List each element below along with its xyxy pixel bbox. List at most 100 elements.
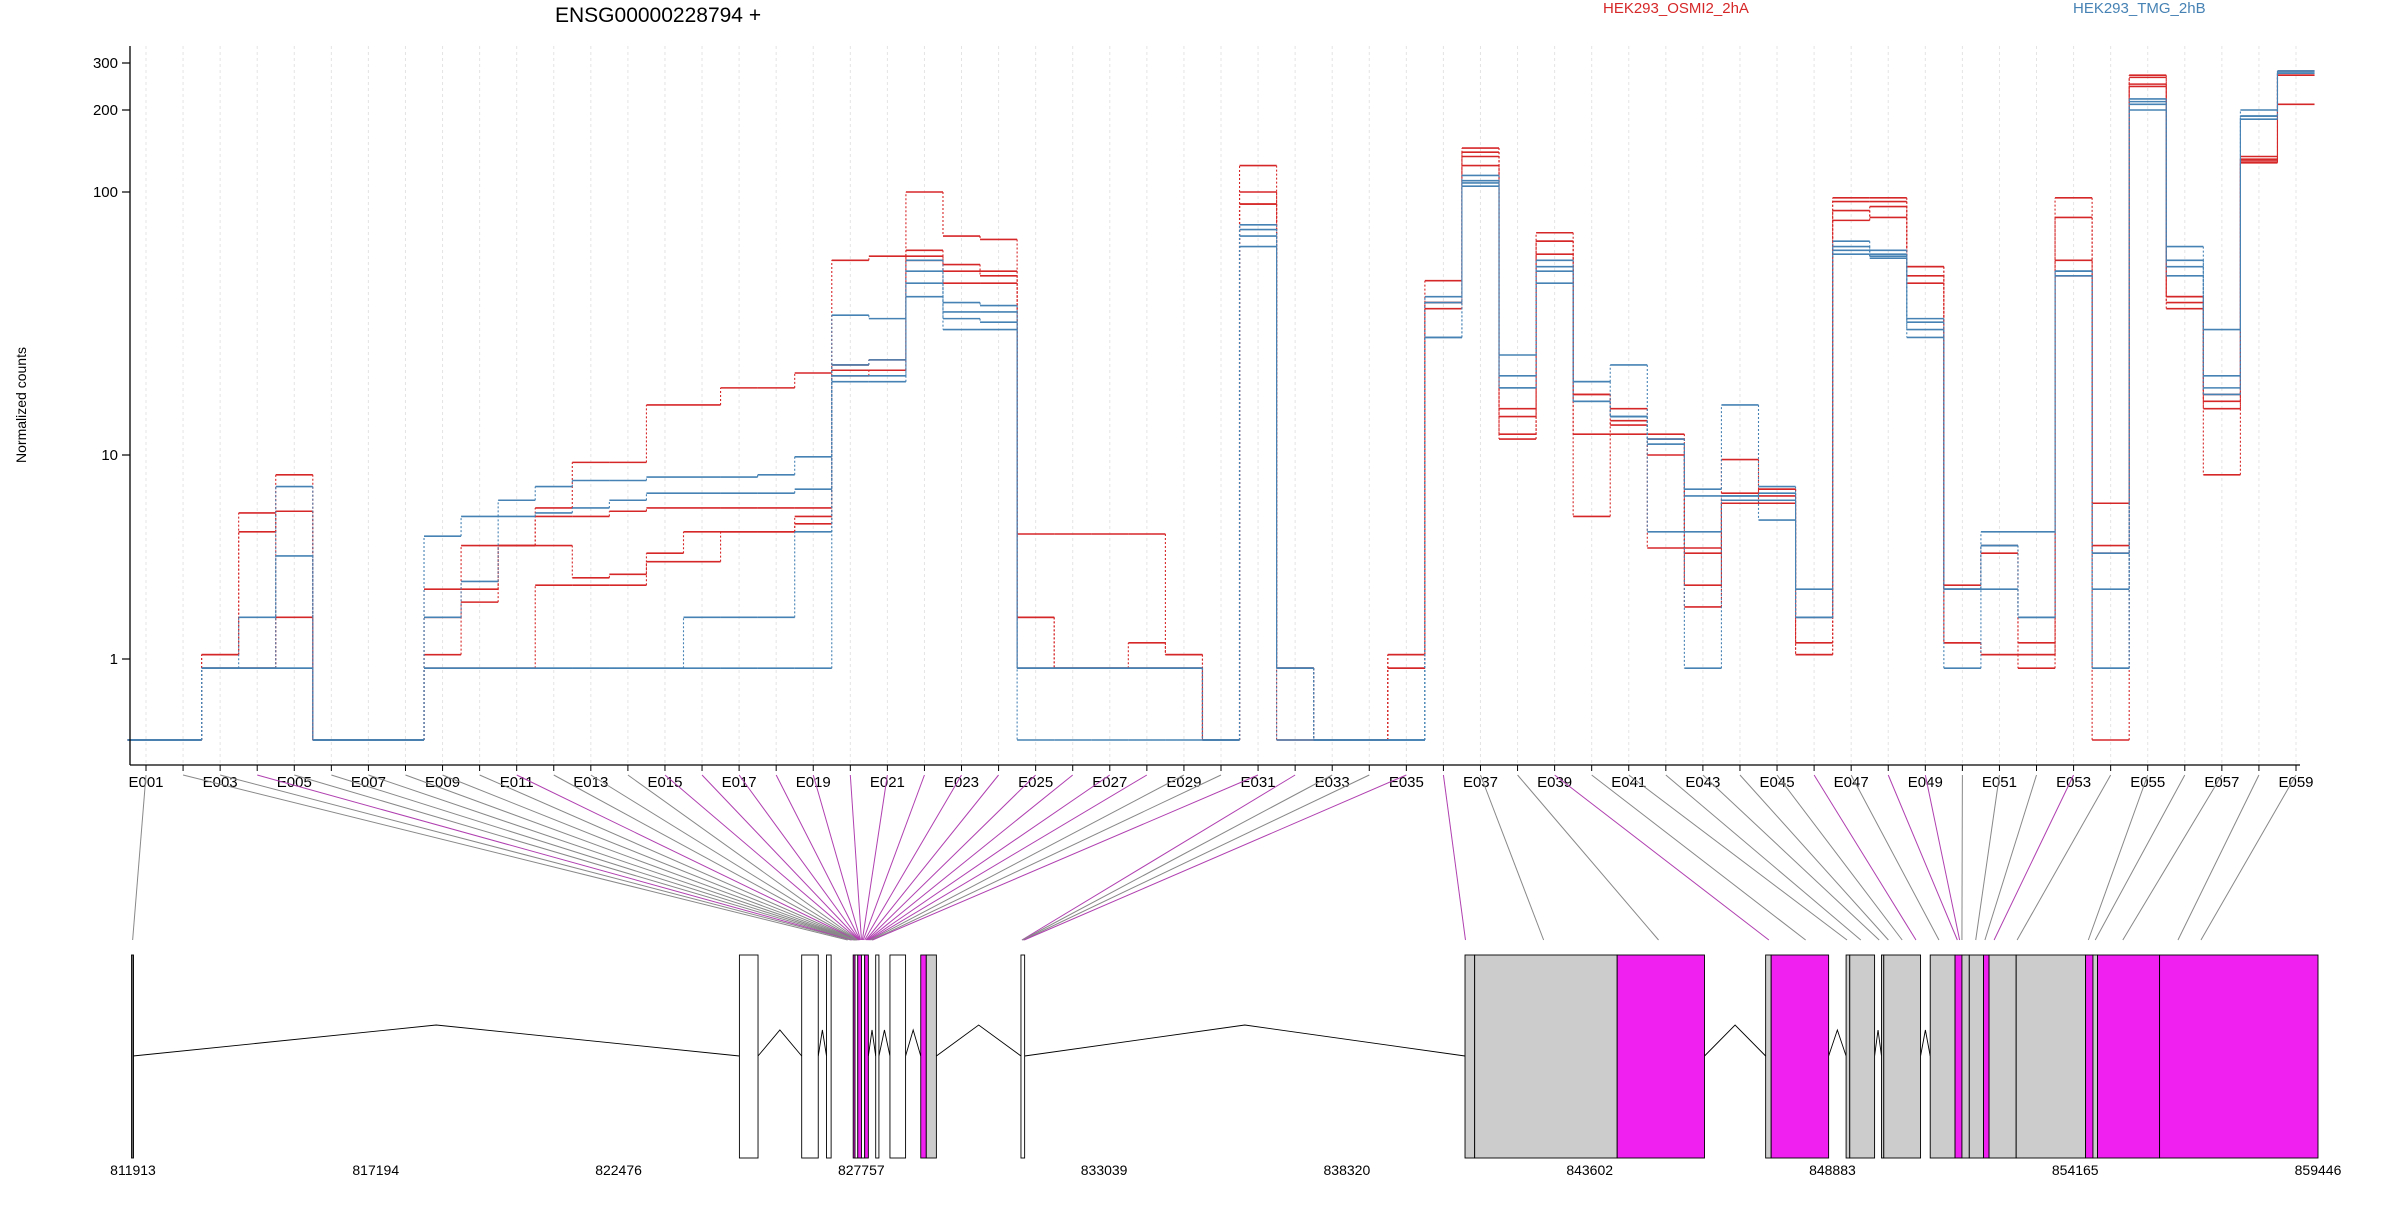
x-tick-label: E003	[203, 774, 238, 791]
series-line	[127, 71, 2314, 740]
coordinate-label: 811913	[110, 1162, 156, 1178]
exon-block	[858, 955, 862, 1158]
intron-line	[1829, 1030, 1846, 1056]
exon-connector	[554, 775, 858, 940]
exon-connector	[1592, 775, 1806, 940]
exon-connector	[872, 775, 1258, 940]
exon-connector	[1851, 775, 1939, 940]
exon-connector	[331, 775, 854, 940]
exon-block	[1955, 955, 1962, 1158]
intron-line	[1921, 1030, 1931, 1056]
y-tick-label: 100	[93, 184, 118, 201]
x-tick-label: E033	[1315, 774, 1350, 791]
x-tick-label: E057	[2204, 774, 2239, 791]
x-tick-label: E031	[1241, 774, 1276, 791]
gene-model	[131, 955, 2318, 1158]
coordinate-label: 848883	[1809, 1162, 1856, 1178]
coordinate-label: 859446	[2295, 1162, 2342, 1178]
intron-line	[936, 1025, 1021, 1056]
exon-block	[1465, 955, 1475, 1158]
exon-block	[1850, 955, 1875, 1158]
exon-connector	[2088, 775, 2147, 940]
exon-block	[865, 955, 869, 1158]
legend-entry-osmi2: HEK293_OSMI2_2hA	[1603, 0, 1749, 17]
exon-connector	[183, 775, 848, 940]
exon-connector	[1480, 775, 1543, 940]
exon-block	[2093, 955, 2098, 1158]
x-tick-label: E039	[1537, 774, 1572, 791]
x-tick-label: E023	[944, 774, 979, 791]
exon-connector	[1925, 775, 1959, 940]
exon-connector	[870, 775, 1147, 940]
exon-connector	[1023, 775, 1369, 940]
intron-line	[879, 1030, 890, 1056]
exon-block	[802, 955, 819, 1158]
exon-block	[890, 955, 906, 1158]
x-tick-label: E045	[1760, 774, 1795, 791]
exon-connector	[368, 775, 855, 940]
exon-connector	[1994, 775, 2073, 940]
exon-block	[876, 955, 879, 1158]
legend-entry-tmg: HEK293_TMG_2hB	[2073, 0, 2206, 17]
x-tick-label: E035	[1389, 774, 1424, 791]
exon-connector	[2178, 775, 2259, 940]
exon-connector	[517, 775, 857, 940]
exon-block	[2016, 955, 2085, 1158]
exon-connector	[867, 775, 1036, 940]
exon-block	[1962, 955, 1969, 1158]
intron-line	[758, 1030, 802, 1056]
exon-connector	[257, 775, 852, 940]
exon-connector	[2017, 775, 2111, 940]
exon-connector	[863, 775, 924, 940]
exon-block	[1984, 955, 1990, 1158]
exon-block	[2098, 955, 2160, 1158]
exon-block	[861, 955, 864, 1158]
exon-block	[1766, 955, 1772, 1158]
coordinate-label: 843602	[1566, 1162, 1613, 1178]
x-tick-label: E027	[1092, 774, 1127, 791]
coordinate-label: 854165	[2052, 1162, 2099, 1178]
exon-block	[921, 955, 927, 1158]
x-tick-label: E059	[2278, 774, 2313, 791]
exon-connector	[862, 775, 887, 940]
y-tick-label: 300	[93, 55, 118, 72]
x-tick-label: E025	[1018, 774, 1053, 791]
coordinate-label: 822476	[595, 1162, 642, 1178]
exon-block	[1930, 955, 1955, 1158]
exon-connectors	[133, 775, 2296, 940]
x-tick-label: E037	[1463, 774, 1498, 791]
intron-line	[818, 1030, 826, 1056]
exon-block	[926, 955, 936, 1158]
x-tick-label: E047	[1834, 774, 1869, 791]
exon-block	[1021, 955, 1025, 1158]
x-tick-label: E029	[1166, 774, 1201, 791]
exon-block	[1989, 955, 2016, 1158]
series-line	[127, 71, 2314, 740]
x-tick-label: E017	[722, 774, 757, 791]
exon-connector	[1666, 775, 1861, 940]
x-tick-label: E043	[1685, 774, 1720, 791]
intron-line	[1025, 1025, 1465, 1056]
y-axis-label: Normalized counts	[13, 347, 29, 463]
intron-line	[133, 1025, 739, 1056]
x-tick-label: E041	[1611, 774, 1646, 791]
y-tick-label: 1	[110, 651, 118, 668]
exon-block	[1846, 955, 1850, 1158]
axes	[130, 46, 2300, 765]
exon-connector	[1703, 775, 1879, 940]
exon-connector	[1777, 775, 1902, 940]
exon-connector	[2123, 775, 2222, 940]
exon-block	[827, 955, 832, 1158]
series-layer	[127, 71, 2314, 740]
exon-connector	[1443, 775, 1465, 940]
grid	[146, 46, 2296, 765]
exon-connector	[865, 775, 962, 940]
exon-connector	[871, 775, 1184, 940]
y-tick-label: 10	[101, 447, 118, 464]
exon-connector	[1888, 775, 1957, 940]
exon-connector	[1022, 775, 1295, 940]
exon-connector	[1976, 775, 2000, 940]
